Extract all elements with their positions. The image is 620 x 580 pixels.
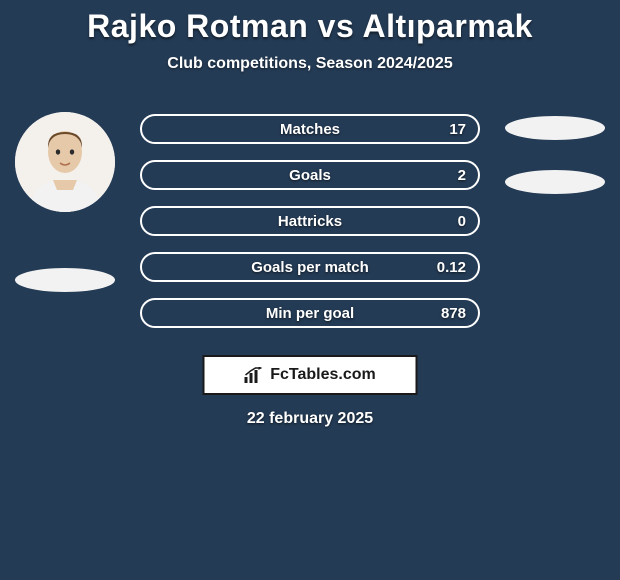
stat-label: Min per goal: [266, 305, 354, 322]
stat-bars: Matches 17 Goals 2 Hattricks 0 Goals per…: [140, 100, 480, 328]
stat-value: 0.12: [437, 259, 466, 276]
content-root: Rajko Rotman vs Altıparmak Club competit…: [0, 0, 620, 580]
page-title: Rajko Rotman vs Altıparmak: [0, 0, 620, 45]
stat-value: 0: [458, 213, 466, 230]
left-player-avatar: [15, 112, 115, 212]
attribution-text: FcTables.com: [270, 366, 376, 384]
stat-label: Matches: [280, 121, 340, 138]
right-player-oval-1: [505, 116, 605, 140]
stat-row-min-per-goal: Min per goal 878: [140, 298, 480, 328]
bars-icon: [244, 367, 264, 383]
stat-label: Hattricks: [278, 213, 342, 230]
stat-value: 17: [449, 121, 466, 138]
left-player-name-oval: [15, 268, 115, 292]
stat-row-goals-per-match: Goals per match 0.12: [140, 252, 480, 282]
right-player-oval-2: [505, 170, 605, 194]
stat-value: 878: [441, 305, 466, 322]
stat-label: Goals per match: [251, 259, 369, 276]
stat-row-hattricks: Hattricks 0: [140, 206, 480, 236]
main-area: Matches 17 Goals 2 Hattricks 0 Goals per…: [0, 100, 620, 328]
subtitle: Club competitions, Season 2024/2025: [0, 55, 620, 73]
stat-row-matches: Matches 17: [140, 114, 480, 144]
attribution-badge: FcTables.com: [203, 355, 418, 395]
date-text: 22 february 2025: [0, 410, 620, 428]
stat-row-goals: Goals 2: [140, 160, 480, 190]
right-player-column: [500, 100, 610, 194]
person-icon: [15, 112, 115, 212]
left-player-column: [10, 100, 120, 292]
stat-value: 2: [458, 167, 466, 184]
stat-label: Goals: [289, 167, 331, 184]
